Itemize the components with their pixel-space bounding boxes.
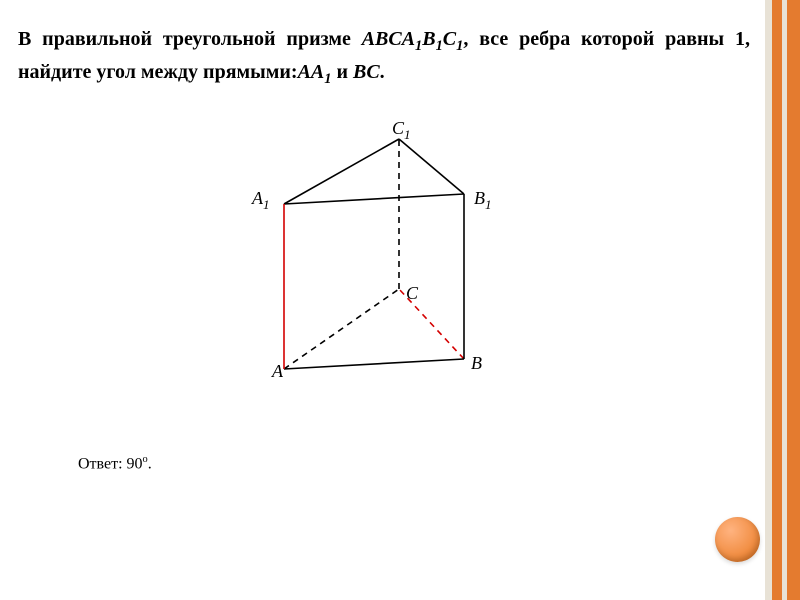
border-stripe-4 bbox=[787, 0, 800, 600]
diagram-container: C1 A1 B1 C A B bbox=[18, 109, 750, 394]
svg-text:B1: B1 bbox=[474, 188, 492, 212]
and-text: и bbox=[331, 61, 353, 83]
answer-label: Ответ: bbox=[78, 455, 127, 472]
border-stripe-1 bbox=[765, 0, 772, 600]
prism-label: ABCA bbox=[362, 28, 415, 50]
prism-diagram: C1 A1 B1 C A B bbox=[134, 109, 634, 389]
border-stripe-2 bbox=[772, 0, 782, 600]
answer-value: 90 bbox=[127, 455, 143, 472]
problem-statement: В правильной треугольной призме ABCA1B1C… bbox=[18, 24, 750, 91]
svg-text:B: B bbox=[471, 353, 482, 373]
svg-text:C1: C1 bbox=[392, 118, 411, 142]
navigation-circle-button[interactable] bbox=[715, 517, 760, 562]
line2: BC bbox=[353, 61, 380, 83]
slide-content: В правильной треугольной призме ABCA1B1C… bbox=[0, 0, 800, 493]
b-label: B bbox=[422, 28, 435, 50]
period: . bbox=[380, 61, 385, 83]
svg-text:A: A bbox=[271, 361, 284, 381]
answer-text: Ответ: 90о. bbox=[78, 454, 750, 473]
c-label: C bbox=[443, 28, 456, 50]
problem-text-1: В правильной треугольной призме bbox=[18, 28, 362, 50]
svg-text:C: C bbox=[406, 283, 419, 303]
line1: AA bbox=[298, 61, 325, 83]
sub-2: 1 bbox=[436, 38, 443, 54]
svg-text:A1: A1 bbox=[251, 188, 270, 212]
right-border-decoration bbox=[765, 0, 800, 600]
answer-period: . bbox=[148, 455, 152, 472]
